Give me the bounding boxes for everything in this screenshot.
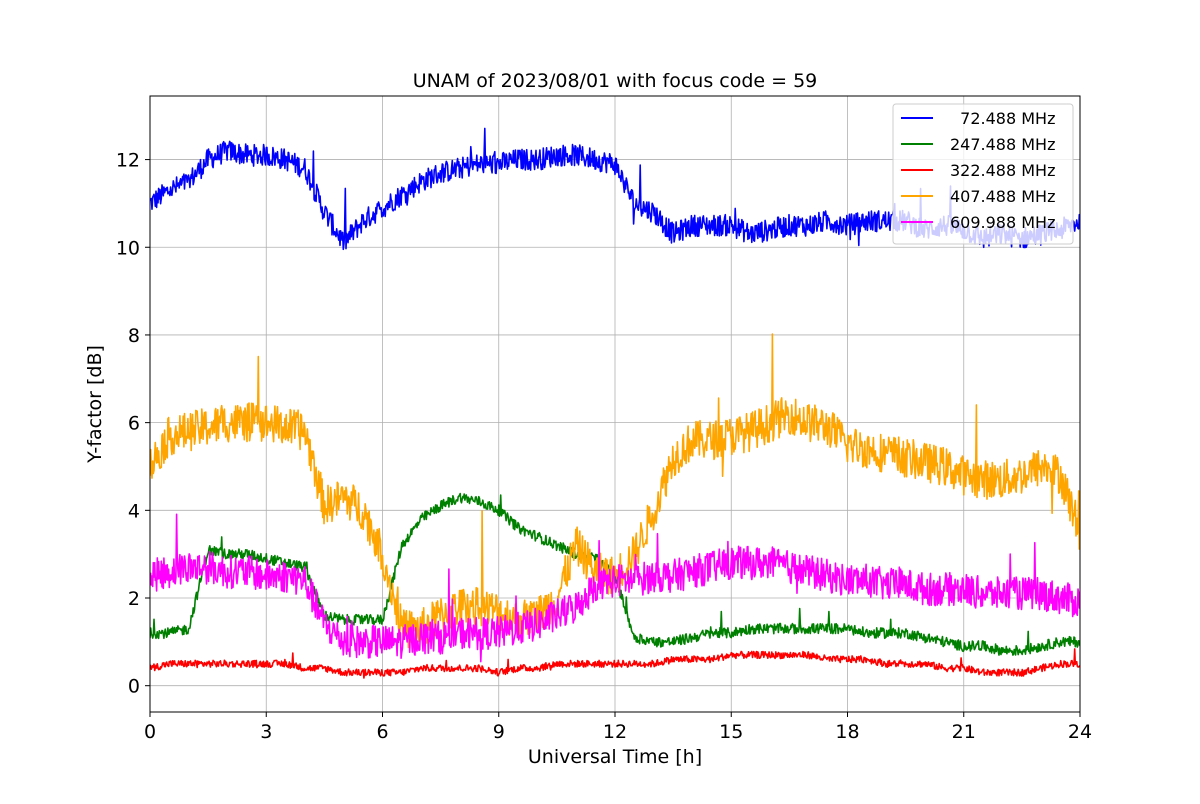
x-axis-label: Universal Time [h] — [528, 746, 702, 768]
x-tick-label: 6 — [376, 721, 388, 743]
series-line — [150, 513, 1080, 663]
series-line — [150, 648, 1080, 679]
y-axis: 0 2 4 6 8 10 12 — [116, 150, 150, 698]
x-tick-label: 18 — [835, 721, 859, 743]
legend-label: 247.488 MHz — [950, 135, 1055, 154]
x-tick-label: 15 — [719, 721, 743, 743]
legend-label: 407.488 MHz — [950, 187, 1055, 206]
x-tick-label: 12 — [603, 721, 627, 743]
y-tick-label: 10 — [116, 237, 140, 259]
y-tick-label: 6 — [128, 413, 140, 435]
x-tick-label: 24 — [1068, 721, 1092, 743]
x-tick-label: 0 — [144, 721, 156, 743]
y-tick-label: 4 — [128, 500, 140, 522]
y-tick-label: 12 — [116, 150, 140, 172]
legend-label: 322.488 MHz — [950, 161, 1055, 180]
series-group — [150, 127, 1080, 679]
legend: 72.488 MHz 247.488 MHz 322.488 MHz 407.488 … — [892, 103, 1074, 245]
legend-label: 609.988 MHz — [950, 213, 1055, 232]
y-tick-label: 0 — [128, 676, 140, 698]
chart-title: UNAM of 2023/08/01 with focus code = 59 — [413, 70, 818, 92]
x-tick-label: 3 — [260, 721, 272, 743]
y-axis-label: Y-factor [dB] — [84, 345, 106, 464]
legend-box — [892, 103, 1074, 245]
series-line — [150, 333, 1080, 649]
y-tick-label: 8 — [128, 325, 140, 347]
x-tick-label: 21 — [952, 721, 976, 743]
x-axis: 0 3 6 9 12 15 18 21 24 — [144, 712, 1092, 743]
legend-label: 72.488 MHz — [950, 109, 1055, 128]
y-tick-label: 2 — [128, 588, 140, 610]
x-tick-label: 9 — [493, 721, 505, 743]
